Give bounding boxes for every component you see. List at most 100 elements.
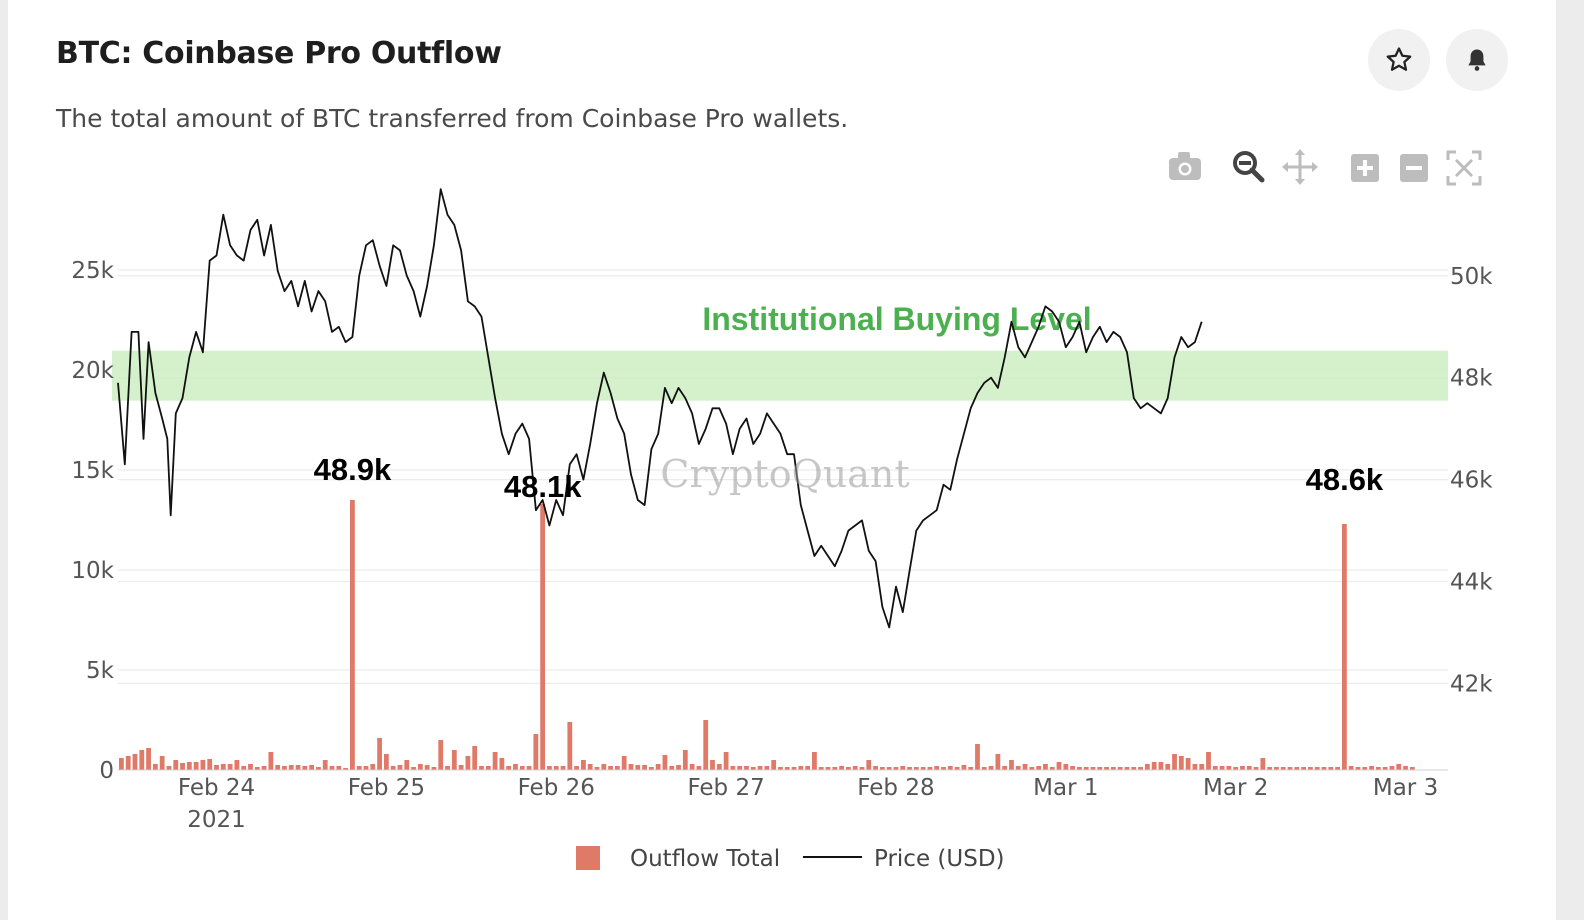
outflow-bar bbox=[288, 765, 294, 770]
x-tick-label: Feb 24 bbox=[178, 775, 255, 801]
outflow-bar bbox=[404, 760, 410, 770]
pan-icon[interactable] bbox=[1282, 149, 1318, 185]
spike-annotation: 48.6k bbox=[1306, 462, 1384, 497]
outflow-bar bbox=[988, 766, 994, 770]
outflow-bar bbox=[526, 766, 532, 770]
price-line bbox=[117, 188, 1203, 629]
outflow-bar bbox=[1321, 767, 1327, 770]
outflow-bar bbox=[927, 767, 933, 770]
outflow-bar bbox=[193, 762, 199, 770]
outflow-bar bbox=[383, 754, 389, 770]
outflow-bar bbox=[1144, 764, 1150, 770]
outflow-bar bbox=[540, 504, 546, 770]
y-left-tick-label: 5k bbox=[86, 658, 115, 684]
y-right-tick-label: 46k bbox=[1450, 468, 1493, 494]
outflow-bar bbox=[1348, 766, 1354, 770]
outflow-bar bbox=[445, 766, 450, 770]
outflow-bar bbox=[254, 767, 260, 770]
outflow-bar bbox=[139, 750, 145, 770]
outflow-bar bbox=[1185, 758, 1191, 770]
outflow-bar bbox=[1077, 767, 1082, 770]
outflow-bar bbox=[207, 759, 213, 770]
outflow-bar bbox=[458, 765, 464, 770]
outflow-bar bbox=[852, 766, 858, 770]
outflow-bar bbox=[730, 766, 736, 770]
gridlines bbox=[118, 269, 1448, 684]
outflow-bar bbox=[1253, 767, 1259, 770]
outflow-bar bbox=[845, 767, 851, 770]
outflow-bar bbox=[1369, 766, 1374, 770]
bell-icon bbox=[1468, 49, 1486, 71]
y-left-tick-label: 15k bbox=[71, 458, 114, 484]
outflow-bar bbox=[275, 765, 281, 770]
outflow-bar bbox=[118, 758, 124, 770]
outflow-bar bbox=[621, 756, 627, 770]
outflow-bar bbox=[1124, 767, 1130, 770]
outflow-bar bbox=[1294, 767, 1300, 770]
zoom-in-icon[interactable] bbox=[1351, 154, 1379, 182]
page-subtitle: The total amount of BTC transferred from… bbox=[56, 104, 849, 133]
outflow-bar bbox=[744, 766, 749, 770]
outflow-bar bbox=[479, 766, 484, 770]
outflow-bar bbox=[1151, 762, 1157, 770]
outflow-bar bbox=[594, 767, 600, 770]
outflow-bar bbox=[1056, 762, 1062, 770]
outflow-bar bbox=[424, 765, 430, 770]
outflow-bar bbox=[614, 766, 620, 770]
outflow-bar bbox=[1117, 767, 1123, 770]
outflow-bar bbox=[377, 738, 382, 770]
outflow-bar bbox=[343, 768, 349, 770]
outflow-bar bbox=[356, 766, 362, 770]
outflow-bar bbox=[1328, 767, 1334, 770]
outflow-bar bbox=[1375, 767, 1381, 770]
outflow-bar bbox=[465, 756, 471, 770]
outflow-bar bbox=[1274, 767, 1279, 770]
outflow-bar bbox=[322, 760, 328, 770]
outflow-bar bbox=[832, 767, 838, 770]
outflow-bar bbox=[968, 767, 974, 770]
outflow-bar bbox=[1226, 766, 1232, 770]
outflow-bar bbox=[1158, 762, 1164, 770]
outflow-bar bbox=[370, 764, 376, 770]
favorite-button[interactable] bbox=[1368, 29, 1430, 91]
outflow-bar bbox=[1083, 767, 1089, 770]
outflow-bar bbox=[547, 766, 552, 770]
outflow-bar bbox=[757, 766, 763, 770]
outflow-bar bbox=[642, 765, 647, 770]
outflow-bar bbox=[499, 758, 505, 770]
outflow-bar bbox=[839, 766, 845, 770]
outflow-bar bbox=[907, 767, 912, 770]
outflow-bar bbox=[771, 760, 777, 770]
outflow-bar bbox=[913, 767, 919, 770]
outflow-bar bbox=[411, 767, 416, 770]
x-tick-label: Mar 2 bbox=[1203, 775, 1268, 801]
outflow-bar bbox=[492, 752, 498, 770]
alert-button[interactable] bbox=[1446, 29, 1508, 91]
outflow-bar bbox=[248, 764, 253, 770]
outflow-bar bbox=[1206, 752, 1211, 770]
y-left-tick-label: 20k bbox=[71, 358, 114, 384]
legend-label-price: Price (USD) bbox=[874, 846, 1005, 872]
outflow-bar bbox=[750, 767, 756, 770]
outflow-bar bbox=[920, 767, 926, 770]
zoom-out-icon[interactable] bbox=[1400, 154, 1428, 182]
outflow-bar bbox=[710, 760, 715, 770]
y-right-tick-label: 50k bbox=[1450, 264, 1493, 290]
outflow-bar bbox=[1043, 764, 1048, 770]
outflow-bar bbox=[1396, 764, 1402, 770]
camera-icon[interactable] bbox=[1169, 152, 1201, 180]
zoom-icon[interactable] bbox=[1233, 151, 1265, 183]
outflow-bar bbox=[1308, 767, 1313, 770]
x-tick-label: Mar 1 bbox=[1033, 775, 1098, 801]
y-left-tick-label: 25k bbox=[71, 258, 114, 284]
outflow-bar bbox=[1029, 767, 1035, 770]
outflow-bar bbox=[166, 766, 172, 770]
outflow-bar bbox=[1022, 764, 1028, 770]
y-right-tick-label: 48k bbox=[1450, 366, 1493, 392]
outflow-bar bbox=[716, 764, 722, 770]
outflow-bar bbox=[587, 764, 593, 770]
outflow-bar bbox=[227, 764, 233, 770]
page-title: BTC: Coinbase Pro Outflow bbox=[56, 36, 502, 71]
autoscale-icon[interactable] bbox=[1446, 150, 1482, 186]
price-series-line bbox=[117, 188, 1203, 629]
